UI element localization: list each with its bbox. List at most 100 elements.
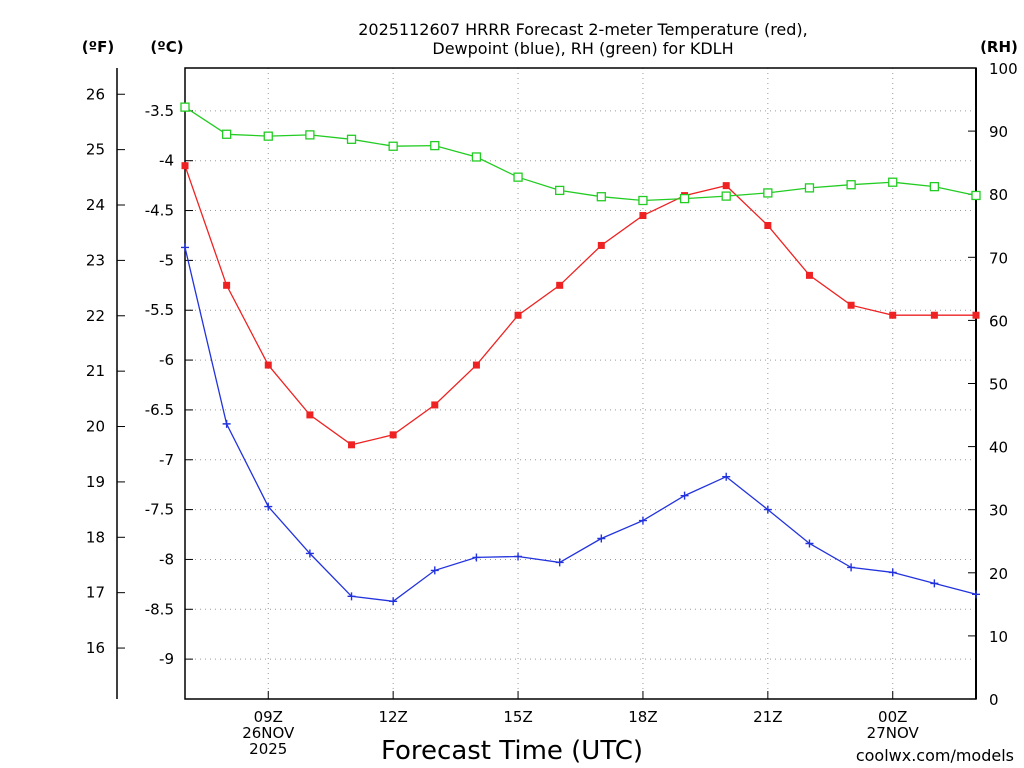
rh-point <box>555 185 565 196</box>
rh-tick-label: 80 <box>989 186 1008 204</box>
celsius-tick-label: -5 <box>159 251 174 269</box>
dewpoint-point <box>555 558 564 567</box>
celsius-axis: -3.5 -4 -4.5 -5 -5.5 -6 -6.5 -7 -7.5 -8 -8.5 -9 <box>145 102 193 668</box>
rh-tick-label: 40 <box>989 439 1008 457</box>
temperature-point <box>805 271 813 279</box>
fahrenheit-tick-label: 20 <box>86 418 105 436</box>
time-tick-label: 12Z <box>378 708 407 726</box>
dewpoint-line <box>184 247 977 602</box>
time-tick-label: 00Z <box>878 708 907 726</box>
grid-lines <box>185 68 976 699</box>
celsius-tick-label: -8 <box>159 550 174 568</box>
time-tick-label: 26NOV <box>242 724 295 742</box>
rh-point <box>721 191 731 201</box>
fahrenheit-unit-label: (ºF) <box>82 38 114 56</box>
fahrenheit-axis: 26 25 24 23 22 21 20 19 18 17 16 <box>86 85 125 657</box>
rh-tick-label: 10 <box>989 628 1008 646</box>
time-tick-label: 18Z <box>628 708 657 726</box>
temperature-point <box>556 281 564 289</box>
dewpoint-series <box>181 243 980 606</box>
rh-point <box>763 188 773 198</box>
temperature-point <box>639 212 647 220</box>
fahrenheit-tick-label: 16 <box>86 639 105 657</box>
rh-tick-label: 0 <box>989 691 999 709</box>
rh-tick-label: 100 <box>989 60 1018 78</box>
dewpoint-point <box>222 419 231 428</box>
fahrenheit-tick-label: 21 <box>86 362 105 380</box>
celsius-tick-label: -6 <box>159 351 174 369</box>
rh-point <box>388 141 398 151</box>
rh-point <box>471 152 482 162</box>
celsius-tick-label: -7 <box>159 451 174 469</box>
rh-point <box>971 190 981 201</box>
fahrenheit-tick-label: 22 <box>86 307 105 325</box>
celsius-tick-label: -6.5 <box>145 401 174 419</box>
dewpoint-point <box>264 502 273 511</box>
rh-series <box>180 102 981 206</box>
fahrenheit-tick-label: 19 <box>86 473 105 491</box>
temperature-point <box>972 311 980 319</box>
dewpoint-point <box>181 243 189 252</box>
rh-point <box>888 177 898 187</box>
rh-tick-label: 50 <box>989 376 1008 394</box>
fahrenheit-tick-label: 26 <box>86 85 105 103</box>
time-tick-label: 27NOV <box>867 724 920 742</box>
rh-line <box>184 106 977 202</box>
dewpoint-point <box>430 566 439 575</box>
celsius-tick-label: -8.5 <box>145 600 174 618</box>
rh-point <box>180 102 190 112</box>
celsius-tick-label: -9 <box>159 650 174 668</box>
x-axis-label: Forecast Time (UTC) <box>381 736 643 766</box>
dewpoint-point <box>847 563 856 572</box>
dewpoint-point <box>888 568 897 577</box>
source-credit: coolwx.com/models <box>856 746 1014 765</box>
temperature-point <box>264 361 272 369</box>
rh-tick-label: 30 <box>989 502 1008 520</box>
rh-point <box>679 193 690 204</box>
temperature-point <box>764 222 772 230</box>
rh-point <box>596 192 606 202</box>
temperature-point <box>847 301 855 309</box>
fahrenheit-tick-label: 23 <box>86 251 105 269</box>
dewpoint-point <box>305 549 314 558</box>
celsius-tick-label: -4 <box>159 152 174 170</box>
temperature-point <box>306 411 314 419</box>
temperature-series <box>181 162 980 449</box>
dewpoint-point <box>930 579 939 588</box>
temperature-point <box>348 441 356 449</box>
dewpoint-point <box>763 505 772 514</box>
temperature-point <box>597 241 605 249</box>
temperature-point <box>389 431 397 439</box>
celsius-tick-label: -3.5 <box>145 102 174 120</box>
rh-tick-label: 70 <box>989 249 1008 267</box>
time-tick-label: 21Z <box>753 708 782 726</box>
dewpoint-point <box>389 597 398 606</box>
fahrenheit-tick-label: 17 <box>86 584 105 602</box>
fahrenheit-tick-label: 25 <box>86 141 105 159</box>
dewpoint-point <box>472 553 481 562</box>
rh-point <box>263 131 273 141</box>
rh-unit-label: (RH) <box>980 38 1018 56</box>
dewpoint-point <box>347 592 356 601</box>
temperature-point <box>514 311 522 319</box>
temperature-point <box>181 162 189 170</box>
temperature-point <box>431 401 439 409</box>
fahrenheit-tick-label: 18 <box>86 528 105 546</box>
temperature-point <box>472 361 480 369</box>
time-tick-label: 2025 <box>249 740 287 758</box>
data-series <box>180 102 981 606</box>
dewpoint-point <box>722 472 731 481</box>
celsius-tick-label: -5.5 <box>145 301 174 319</box>
chart-title-line-2: Dewpoint (blue), RH (green) for KDLH <box>432 39 733 58</box>
dewpoint-point <box>638 516 647 525</box>
time-tick-label: 09Z <box>254 708 283 726</box>
celsius-tick-label: -7.5 <box>145 501 174 519</box>
rh-point <box>221 129 232 139</box>
temperature-point <box>722 182 730 190</box>
rh-point <box>346 134 357 144</box>
rh-point <box>430 140 440 151</box>
rh-tick-label: 20 <box>989 565 1008 583</box>
time-tick-label: 15Z <box>503 708 532 726</box>
